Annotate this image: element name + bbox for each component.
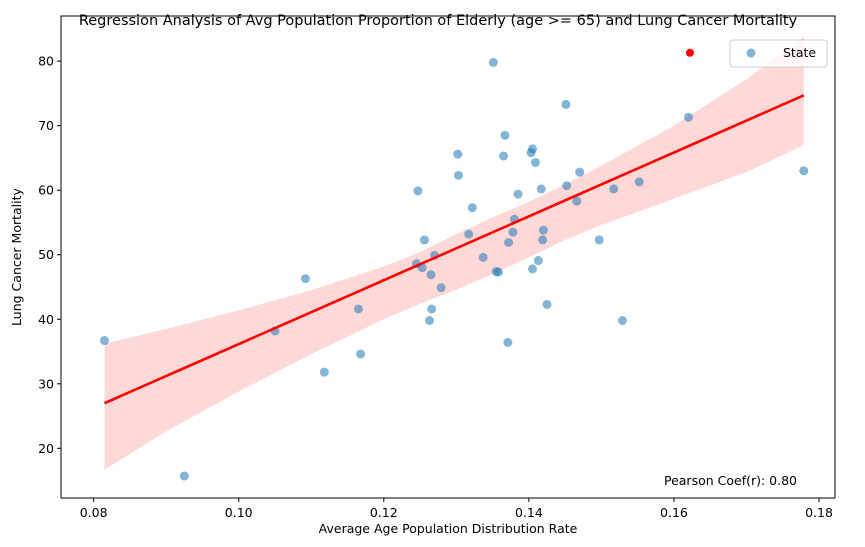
scatter-point — [533, 256, 543, 266]
scatter-point — [538, 225, 548, 235]
x-tick-label: 0.12 — [370, 505, 398, 520]
legend-marker — [746, 48, 756, 58]
x-tick-label: 0.18 — [805, 505, 833, 520]
scatter-point — [454, 170, 464, 180]
chart-title: Regression Analysis of Avg Population Pr… — [79, 13, 798, 29]
scatter-point — [561, 99, 571, 109]
scatter-point — [513, 189, 523, 199]
x-axis: 0.08 0.10 0.12 0.14 0.16 0.18 — [80, 498, 833, 520]
scatter-point — [436, 283, 446, 293]
scatter-point — [478, 252, 488, 262]
pearson-annotation: Pearson Coef(r): 0.80 — [664, 473, 797, 488]
scatter-point — [425, 316, 435, 326]
x-axis-label: Average Age Population Distribution Rate — [319, 521, 578, 536]
scatter-point — [453, 149, 463, 159]
scatter-point — [528, 144, 538, 154]
scatter-point — [503, 337, 513, 347]
y-tick-label: 70 — [38, 118, 54, 133]
scatter-point — [488, 57, 498, 67]
scatter-point — [464, 229, 474, 239]
y-tick-label: 20 — [38, 441, 54, 456]
scatter-point — [356, 349, 366, 359]
scatter-point — [530, 157, 540, 167]
x-tick-label: 0.10 — [225, 505, 253, 520]
scatter-point — [300, 274, 310, 284]
scatter-point — [536, 184, 546, 194]
scatter-point — [594, 235, 604, 245]
scatter-point — [617, 316, 627, 326]
highlight-point — [685, 48, 694, 57]
y-axis: 20 30 40 50 60 70 80 — [38, 54, 61, 456]
scatter-point — [799, 166, 809, 176]
scatter-point — [542, 299, 552, 309]
scatter-point — [562, 181, 572, 191]
scatter-point — [572, 196, 582, 206]
y-tick-label: 40 — [38, 312, 54, 327]
scatter-point — [179, 471, 189, 481]
scatter-point — [504, 237, 514, 247]
scatter-point — [683, 112, 693, 122]
scatter-point — [498, 151, 508, 161]
y-tick-label: 80 — [38, 54, 54, 69]
scatter-point — [500, 130, 510, 140]
x-tick-label: 0.14 — [515, 505, 543, 520]
scatter-point — [575, 167, 585, 177]
y-tick-label: 50 — [38, 247, 54, 262]
scatter-point — [609, 184, 619, 194]
x-tick-label: 0.16 — [660, 505, 688, 520]
scatter-point — [508, 227, 518, 237]
plot-frame — [60, 15, 836, 499]
scatter-point — [426, 270, 436, 280]
y-tick-label: 30 — [38, 376, 54, 391]
y-tick-label: 60 — [38, 183, 54, 198]
scatter-point — [528, 264, 538, 274]
legend: State — [729, 39, 828, 68]
confidence-band — [104, 36, 804, 470]
scatter-point — [353, 304, 363, 314]
scatter-point — [319, 367, 329, 377]
scatter-point — [427, 304, 437, 314]
scatter-point — [413, 186, 423, 196]
scatter-point — [538, 235, 548, 245]
scatter-point — [419, 235, 429, 245]
legend-frame — [729, 39, 828, 68]
scatter-point — [100, 336, 110, 346]
scatter-point — [493, 267, 503, 277]
regression-line — [104, 94, 805, 405]
x-tick-label: 0.08 — [80, 505, 108, 520]
legend-label: State — [783, 45, 816, 60]
scatter-point — [467, 203, 477, 213]
y-axis-label: Lung Cancer Mortality — [9, 187, 24, 325]
scatter-point — [634, 177, 644, 187]
plot-area — [100, 36, 809, 481]
